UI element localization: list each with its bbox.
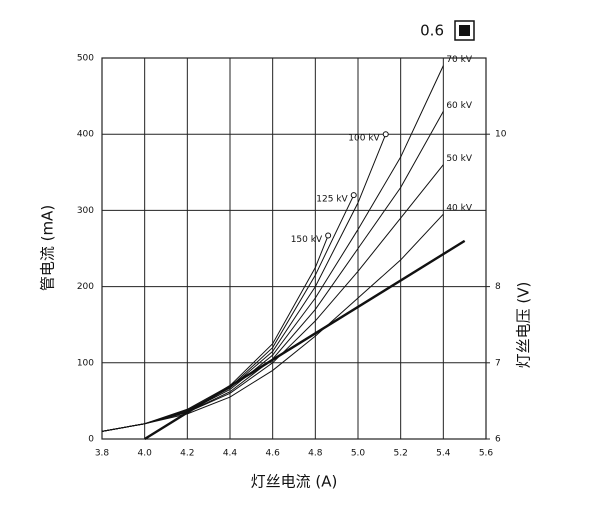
y2-tick-label: 7 [495, 358, 501, 368]
series-label: 70 kV [446, 55, 473, 65]
y2-tick-label: 8 [495, 282, 501, 292]
series-label: 40 kV [446, 204, 473, 214]
end-marker [325, 232, 332, 239]
x-tick-label: 4.6 [266, 449, 281, 459]
y2-axis-label: 灯丝电压 (V) [515, 282, 533, 369]
y-tick-label: 300 [77, 206, 94, 216]
x-tick-label: 4.8 [308, 449, 323, 459]
series-label: 125 kV [316, 195, 348, 205]
y2-tick-label: 6 [495, 435, 501, 445]
series-label: 60 kV [446, 101, 473, 111]
x-tick-label: 5.4 [436, 449, 451, 459]
x-tick-label: 5.2 [394, 449, 408, 459]
x-tick-label: 3.8 [95, 449, 110, 459]
y-tick-label: 200 [77, 282, 94, 292]
series-line [144, 239, 466, 441]
plot-frame [101, 57, 487, 440]
y-tick-label: 100 [77, 358, 94, 368]
x-tick-label: 5.6 [479, 449, 494, 459]
annotation: 0.6 [420, 22, 444, 40]
series-label: 150 kV [291, 235, 323, 245]
y2-tick-label: 10 [495, 130, 507, 140]
y-tick-label: 0 [88, 435, 94, 445]
x-tick-label: 5.0 [351, 449, 366, 459]
y-tick-label: 500 [77, 54, 94, 64]
end-marker [382, 131, 389, 138]
x-tick-label: 4.4 [223, 449, 238, 459]
x-tick-label: 4.2 [180, 449, 194, 459]
series-line [101, 194, 355, 432]
series-label: 50 kV [446, 154, 473, 164]
end-marker [350, 192, 357, 199]
y-tick-label: 400 [77, 130, 94, 140]
x-axis-label: 灯丝电流 (A) [251, 473, 338, 491]
y-axis-label: 管电流 (mA) [39, 205, 57, 291]
x-tick-label: 4.0 [138, 449, 153, 459]
annotation-square [459, 25, 470, 36]
series-label: 100 kV [348, 134, 380, 144]
